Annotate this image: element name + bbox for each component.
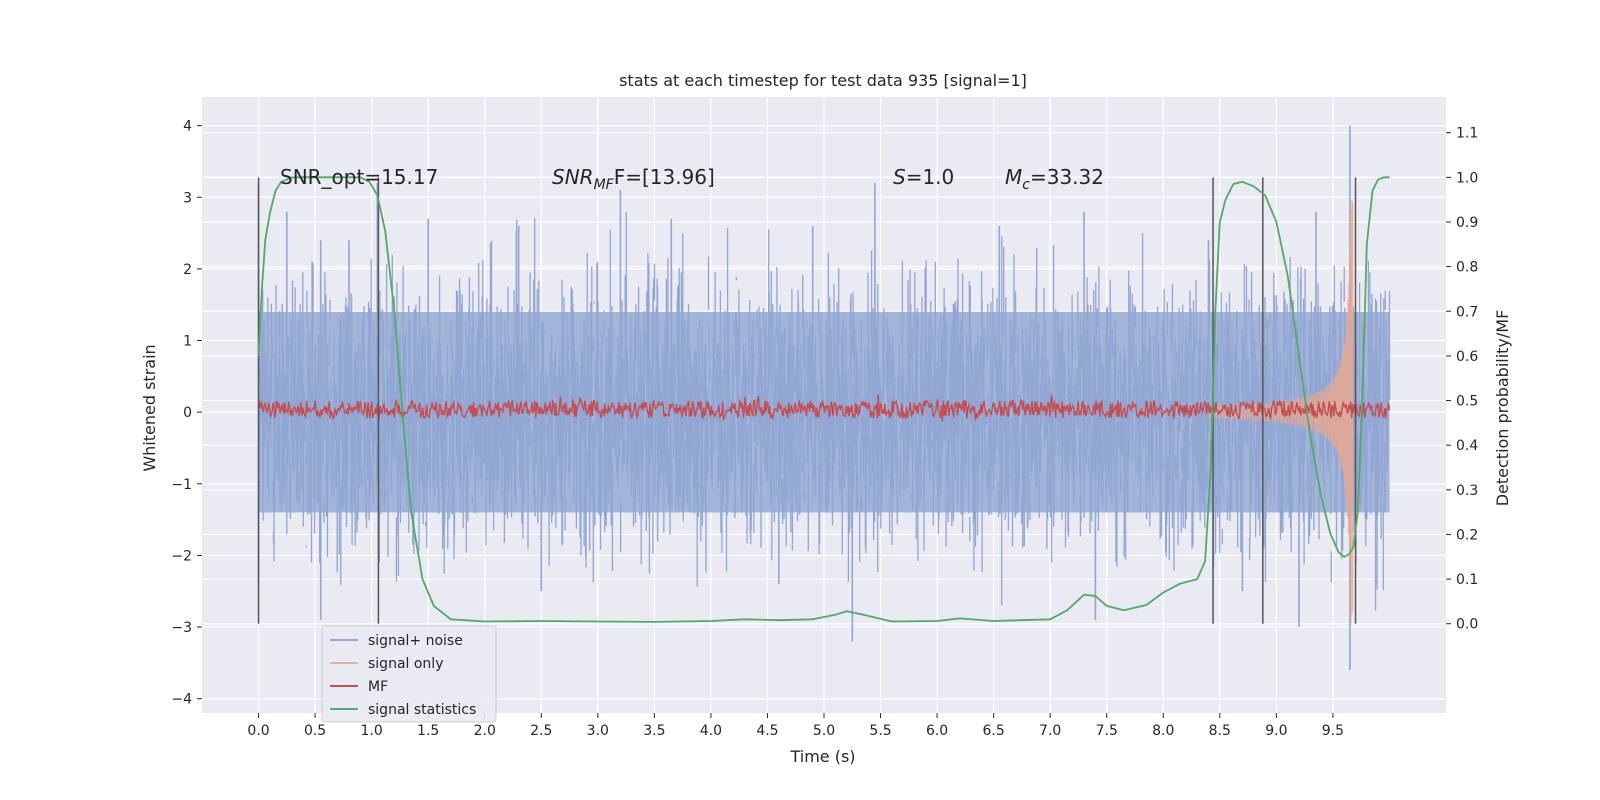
y-tick-label: −4 [171,692,192,708]
annotation-snr-mf-rest: F=[13.96] [614,165,715,189]
x-tick-label: 8.5 [1209,723,1231,739]
x-tick-label: 3.5 [643,723,665,739]
y-right-axis-ticks: 1.1 1.0 0.9 0.8 0.7 0.6 0.5 0.4 0.3 0.2 0.1 0.0 [1446,126,1478,633]
y-axis-label: Whitened strain [140,344,159,471]
y-tick-label: 4 [183,119,192,135]
annotation-s-rest: =1.0 [906,165,955,189]
y-tick-label: 3 [183,190,192,206]
x-tick-label: 0.5 [304,723,326,739]
annotation-snr-mf-sub: MF [594,177,615,193]
x-axis-ticks: 0.0 0.5 1.0 1.5 2.0 2.5 3.0 3.5 4.0 4.5 5.0 5.5 6.0 6… [247,713,1344,739]
annotation-mc-sub: c [1022,177,1030,193]
y-right-tick-label: 0.3 [1456,483,1478,499]
x-tick-label: 7.5 [1096,723,1118,739]
signal-chirp [1207,199,1354,625]
annotation-mc: Mc=33.32 [1005,165,1104,193]
x-tick-label: 4.5 [756,723,778,739]
x-tick-label: 8.0 [1152,723,1174,739]
legend: signal+ noise signal only MF signal statist… [321,625,497,723]
legend-label: signal only [368,656,443,672]
y-right-tick-label: 1.1 [1456,126,1478,142]
x-tick-label: 5.5 [869,723,891,739]
y-tick-label: 0 [183,405,192,421]
x-tick-label: 4.0 [700,723,722,739]
x-tick-label: 9.5 [1322,723,1344,739]
x-tick-label: 2.0 [474,723,496,739]
y-tick-label: −2 [171,548,192,564]
legend-label: signal statistics [368,702,476,718]
y-right-tick-label: 1.0 [1456,170,1478,186]
x-axis-label: Time (s) [789,747,855,766]
y-tick-label: −1 [171,477,192,493]
x-tick-label: 0.0 [247,723,269,739]
y-tick-label: 1 [183,334,192,350]
y-right-tick-label: 0.7 [1456,304,1478,320]
annotation-mc-rest: =33.32 [1030,165,1104,189]
mf-trace [257,394,1391,422]
x-tick-label: 1.5 [417,723,439,739]
annotation-mc-main: M [1005,165,1022,189]
chart-title: stats at each timestep for test data 935… [619,71,1027,90]
x-tick-label: 1.0 [361,723,383,739]
y-axis-ticks: 4 3 2 1 0 −1 −2 −3 −4 [171,119,202,708]
y-right-tick-label: 0.4 [1456,438,1478,454]
y-right-tick-label: 0.9 [1456,215,1478,231]
x-tick-label: 5.0 [813,723,835,739]
signal-statistics-line [257,176,1390,623]
x-tick-label: 6.5 [983,723,1005,739]
y-right-tick-label: 0.8 [1456,260,1478,276]
legend-label: MF [368,679,388,695]
legend-box [321,625,497,723]
y-right-tick-label: 0.1 [1456,572,1478,588]
y-right-tick-label: 0.5 [1456,394,1478,410]
y-right-axis-label: Detection probability/MF [1493,310,1512,507]
y-right-tick-label: 0.6 [1456,349,1478,365]
legend-label: signal+ noise [368,633,463,649]
x-tick-label: 2.5 [530,723,552,739]
annotation-snr-mf-main: SNR [552,165,594,189]
y-right-tick-label: 0.0 [1456,617,1478,633]
x-tick-label: 6.0 [926,723,948,739]
annotation-s-main: S [893,165,906,189]
x-tick-label: 7.0 [1039,723,1061,739]
series-signal-only [1207,199,1354,625]
series-signal-statistics [257,176,1390,623]
x-tick-label: 3.0 [587,723,609,739]
y-right-tick-label: 0.2 [1456,527,1478,543]
y-tick-label: 2 [183,262,192,278]
annotation-s: S=1.0 [893,165,954,189]
y-tick-label: −3 [171,620,192,636]
annotation-snr-opt: SNR_opt=15.17 [280,165,438,189]
annotation-snr-mf: SNRMFF=[13.96] [552,165,715,193]
x-tick-label: 9.0 [1265,723,1287,739]
series-mf [257,394,1391,422]
